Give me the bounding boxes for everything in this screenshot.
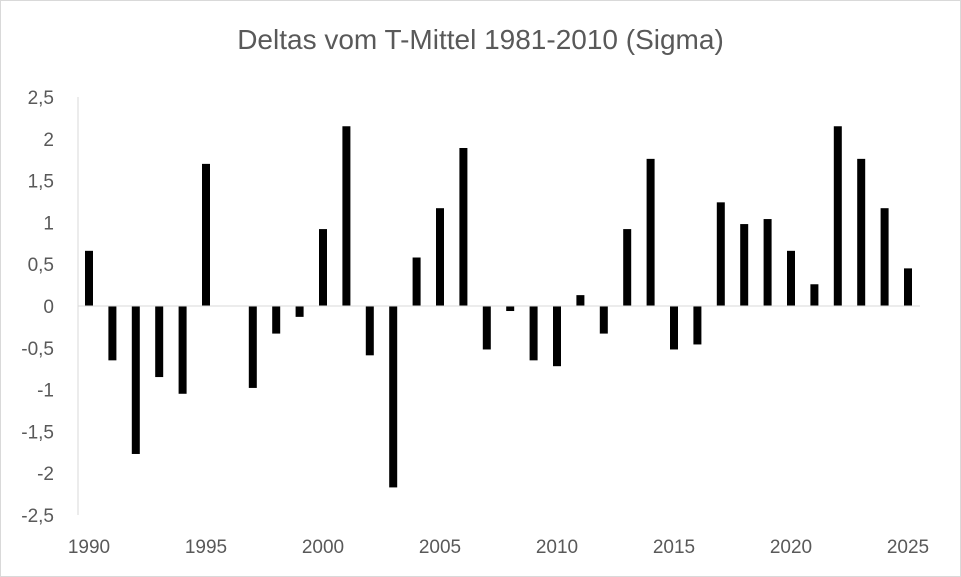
bar-2021	[810, 284, 819, 306]
bar-2023	[857, 158, 866, 306]
chart-title: Deltas vom T-Mittel 1981-2010 (Sigma)	[237, 24, 724, 55]
bar-1991	[108, 306, 117, 361]
bar-2004	[412, 257, 421, 306]
y-tick-label: 0	[43, 297, 54, 318]
bar-2015	[670, 306, 678, 350]
bar-2006	[459, 147, 468, 306]
bar-2008	[506, 306, 515, 312]
bar-1999	[295, 306, 304, 317]
y-tick-label: -0,5	[21, 339, 54, 360]
y-tick-label: 0,5	[28, 255, 54, 276]
x-tick-label: 2010	[536, 537, 578, 558]
bar-1994	[178, 306, 187, 394]
bar-2002	[365, 306, 374, 356]
y-tick-label: 1	[43, 213, 54, 234]
x-axis: 1990 1995 2000 2005 2010 2015 2020 2025	[68, 305, 929, 558]
y-tick-label: -1,5	[21, 422, 54, 443]
bar-1997	[248, 306, 257, 388]
bar-2018	[740, 224, 749, 306]
x-tick-label: 2025	[887, 537, 929, 558]
y-tick-label: -2,5	[21, 506, 54, 527]
bar-2017	[716, 202, 725, 306]
bar-2014	[646, 158, 655, 306]
y-tick-label: -2	[37, 464, 54, 485]
y-tick-label: 2	[43, 130, 54, 151]
bar-2005	[436, 208, 444, 306]
bar-2010	[553, 306, 561, 367]
bar-2011	[576, 295, 585, 306]
y-tick-label: 2,5	[28, 88, 54, 109]
x-tick-label: 2005	[419, 537, 461, 558]
x-tick-label: 2020	[770, 537, 812, 558]
bar-1992	[131, 306, 140, 454]
x-tick-label: 1995	[185, 537, 227, 558]
bar-1990	[85, 250, 93, 306]
bar-2007	[482, 306, 491, 350]
bar-2001	[342, 126, 351, 306]
bar-2025	[904, 268, 912, 306]
bar-2020	[787, 250, 795, 306]
bar-1993	[155, 306, 164, 378]
x-tick-label: 1990	[68, 537, 110, 558]
bar-1995	[202, 163, 210, 306]
bar-2016	[693, 306, 702, 345]
bars	[85, 126, 912, 488]
y-tick-label: -1	[37, 381, 54, 402]
bar-2012	[599, 306, 608, 334]
bar-2000	[319, 229, 327, 306]
y-tick-label: 1,5	[28, 172, 54, 193]
bar-2022	[833, 126, 842, 306]
bar-2009	[529, 306, 538, 361]
bar-2013	[623, 229, 632, 306]
bar-2019	[763, 219, 772, 306]
bar-2024	[880, 208, 889, 306]
bar-2003	[389, 306, 398, 488]
x-tick-label: 2015	[653, 537, 695, 558]
x-tick-label: 2000	[302, 537, 344, 558]
bar-1998	[272, 306, 281, 334]
y-axis: 2,5 2 1,5 1 0,5 0 -0,5 -1 -1,5 -2 -2,5	[21, 88, 79, 527]
